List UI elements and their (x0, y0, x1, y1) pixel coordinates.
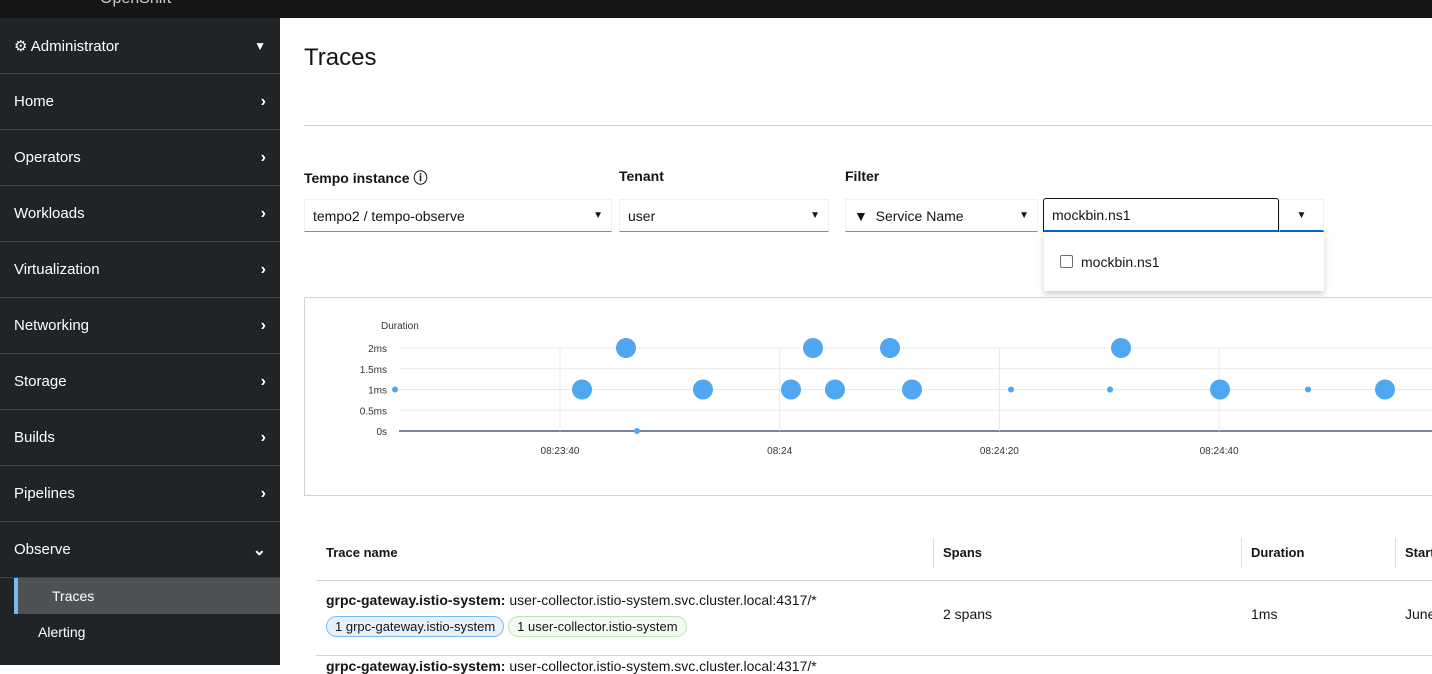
col-spans[interactable]: Spans (943, 545, 983, 560)
y-axis-title: Duration (381, 321, 419, 332)
chevron-right-icon: › (260, 484, 266, 502)
service-name-input[interactable]: mockbin.ns1 (1043, 198, 1279, 232)
sidebar-item-storage[interactable]: Storage › (0, 354, 280, 410)
trace-point (825, 379, 845, 400)
trace-point (392, 386, 398, 393)
chevron-right-icon: › (260, 204, 266, 222)
sidebar-item-workloads[interactable]: Workloads › (0, 186, 280, 242)
x-tick-label: 08:24:20 (980, 446, 1019, 457)
chevron-right-icon: › (260, 316, 266, 334)
sidebar: ⚙ Administrator ▼ Home › Operators › Workload… (0, 18, 280, 665)
help-icon[interactable]: ⓘ (413, 170, 428, 186)
tempo-instance-select[interactable]: tempo2 / tempo-observe ▼ (304, 199, 612, 232)
sidebar-item-builds[interactable]: Builds › (0, 410, 280, 466)
trace-point (616, 338, 636, 358)
y-tick-label: 2ms (368, 344, 387, 355)
trace-point (1210, 379, 1230, 400)
spans-cell: 2 spans (943, 606, 993, 622)
caret-down-icon: ▼ (1296, 209, 1307, 221)
chevron-right-icon: › (260, 428, 266, 446)
perspective-switcher[interactable]: ⚙ Administrator ▼ (0, 18, 280, 74)
x-tick-label: 08:23:40 (541, 446, 580, 457)
y-tick-label: 0.5ms (360, 406, 387, 417)
col-start[interactable]: Start (1405, 545, 1432, 560)
service-options-menu: mockbin.ns1 (1044, 232, 1324, 291)
main-content: Traces Tempo instance ⓘ Tenant Filter te… (280, 18, 1432, 674)
service-badges: 1 grpc-gateway.istio-system 1 user-collec… (326, 616, 691, 637)
trace-point (902, 379, 922, 400)
service-toggle-button[interactable]: ▼ (1279, 199, 1324, 232)
page-title: Traces (304, 44, 377, 71)
x-tick-label: 08:24:40 (1200, 446, 1239, 457)
service-badge: 1 grpc-gateway.istio-system (326, 616, 505, 637)
filter-label: Filter (845, 168, 880, 184)
sidebar-item-traces[interactable]: Traces (14, 578, 280, 614)
service-badge: 1 user-collector.istio-system (508, 616, 687, 637)
option-label[interactable]: mockbin.ns1 (1081, 253, 1160, 270)
y-tick-label: 1ms (368, 386, 387, 397)
tenant-label: Tenant (619, 168, 664, 184)
trace-point (634, 428, 640, 434)
chevron-right-icon: › (260, 148, 266, 166)
filter-icon: ▼ (854, 207, 868, 224)
sidebar-item-pipelines[interactable]: Pipelines › (0, 466, 280, 522)
trace-point (880, 338, 900, 358)
sidebar-item-networking[interactable]: Networking › (0, 298, 280, 354)
trace-scatter-chart: 0s 0.5ms 1ms 1.5ms 2ms 08:23:40 08:24 08:24:20 0… (304, 297, 1432, 496)
caret-down-icon: ▼ (810, 210, 820, 221)
filter-attribute-select[interactable]: ▼ Service Name ▼ (845, 199, 1038, 232)
gears-icon: ⚙ (14, 37, 31, 55)
caret-down-icon: ▼ (593, 210, 603, 221)
start-cell: June (1405, 606, 1432, 622)
trace-point (781, 379, 801, 400)
col-trace-name[interactable]: Trace name (326, 545, 398, 560)
sidebar-item-observe[interactable]: Observe ⌄ (0, 522, 280, 578)
y-tick-label: 0s (376, 427, 387, 438)
tempo-instance-label: Tempo instance ⓘ (304, 170, 428, 186)
x-tick-label: 08:24 (767, 446, 792, 457)
chevron-right-icon: › (260, 92, 266, 110)
divider (304, 125, 1432, 126)
trace-point (1375, 379, 1395, 400)
caret-down-icon: ▼ (1019, 210, 1029, 221)
trace-point (1107, 386, 1113, 393)
tenant-select[interactable]: user ▼ (619, 199, 829, 232)
chevron-right-icon: › (260, 260, 266, 278)
trace-point (1111, 338, 1131, 358)
masthead: OpenShift (0, 0, 1432, 18)
brand-logo: OpenShift (100, 0, 171, 8)
trace-name-link[interactable]: grpc-gateway.istio-system: user-collecto… (326, 658, 817, 674)
trace-point (1305, 386, 1311, 393)
chevron-down-icon: ⌄ (252, 541, 266, 559)
trace-point (803, 338, 823, 358)
sidebar-item-operators[interactable]: Operators › (0, 130, 280, 186)
trace-point (1008, 386, 1014, 393)
caret-down-icon: ▼ (254, 38, 266, 53)
duration-cell: 1ms (1251, 606, 1278, 622)
option-checkbox[interactable] (1060, 255, 1073, 268)
sidebar-item-home[interactable]: Home › (0, 74, 280, 130)
chevron-right-icon: › (260, 372, 266, 390)
col-duration[interactable]: Duration (1251, 545, 1305, 560)
trace-point (693, 379, 713, 400)
trace-point (572, 379, 592, 400)
y-tick-label: 1.5ms (360, 365, 387, 376)
trace-name-link[interactable]: grpc-gateway.istio-system: user-collecto… (326, 592, 817, 608)
sidebar-item-virtualization[interactable]: Virtualization › (0, 242, 280, 298)
sidebar-item-alerting[interactable]: Alerting (38, 624, 86, 640)
